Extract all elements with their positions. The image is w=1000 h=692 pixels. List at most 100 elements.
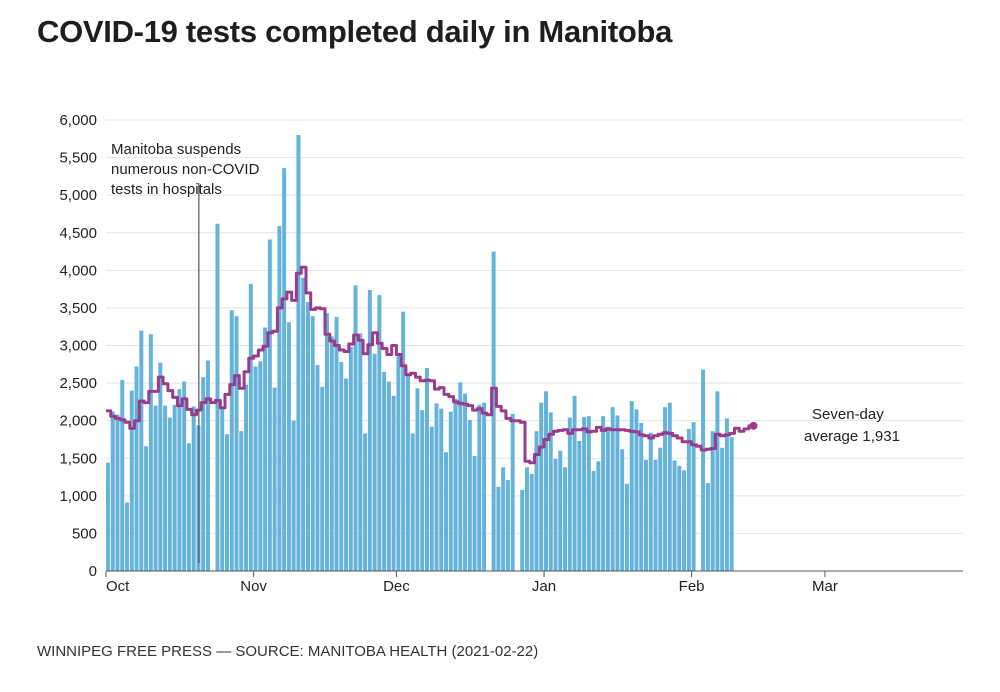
daily-tests-bar bbox=[586, 416, 591, 571]
daily-tests-bar bbox=[729, 437, 734, 571]
daily-tests-bar bbox=[134, 366, 139, 571]
daily-tests-bar bbox=[186, 443, 191, 571]
daily-tests-bar bbox=[653, 459, 658, 571]
y-tick-label: 5,500 bbox=[59, 150, 97, 167]
daily-tests-bar bbox=[505, 480, 510, 571]
daily-tests-bar bbox=[667, 402, 672, 571]
daily-tests-bar bbox=[253, 366, 258, 571]
daily-tests-bar bbox=[529, 474, 534, 571]
daily-tests-bar bbox=[448, 411, 453, 571]
daily-tests-bar bbox=[634, 409, 639, 571]
x-tick-label: Dec bbox=[383, 578, 410, 595]
daily-tests-bar bbox=[263, 327, 268, 571]
daily-tests-bar bbox=[220, 408, 225, 571]
daily-tests-bar bbox=[244, 384, 249, 571]
annotation-text: tests in hospitals bbox=[111, 181, 222, 198]
daily-tests-bar bbox=[677, 465, 682, 571]
daily-tests-bar bbox=[158, 362, 163, 571]
daily-tests-bar bbox=[567, 417, 572, 571]
daily-tests-bar bbox=[472, 455, 477, 571]
daily-tests-bar bbox=[248, 283, 253, 571]
daily-tests-bar bbox=[439, 408, 444, 571]
daily-tests-bar bbox=[125, 502, 130, 571]
daily-tests-bar bbox=[177, 389, 182, 571]
daily-tests-bar bbox=[239, 431, 244, 571]
annotation-text: Seven-day bbox=[812, 406, 884, 423]
daily-tests-bar bbox=[510, 413, 515, 571]
daily-tests-bar bbox=[344, 378, 349, 571]
daily-tests-bar bbox=[710, 431, 715, 571]
daily-tests-bar bbox=[234, 316, 239, 571]
daily-tests-bar bbox=[415, 388, 420, 571]
daily-tests-bar bbox=[291, 420, 296, 571]
daily-tests-bar bbox=[382, 371, 387, 571]
daily-tests-bar bbox=[534, 431, 539, 571]
daily-tests-bar bbox=[582, 416, 587, 571]
daily-tests-bar bbox=[615, 415, 620, 571]
y-tick-label: 2,000 bbox=[59, 413, 97, 430]
daily-tests-bar bbox=[563, 467, 568, 571]
x-axis: Oct Nov Dec Jan Feb Mar bbox=[105, 570, 963, 595]
y-tick-label: 3,500 bbox=[59, 300, 97, 317]
daily-tests-bar bbox=[215, 223, 220, 572]
daily-tests-bar bbox=[329, 336, 334, 571]
y-tick-label: 1,500 bbox=[59, 450, 97, 467]
y-axis-labels: 0 500 1,000 1,500 2,000 2,500 3,000 3,500 4,000 4… bbox=[59, 112, 97, 580]
daily-tests-bar bbox=[334, 316, 339, 571]
daily-tests-bar bbox=[672, 460, 677, 571]
daily-tests-bar bbox=[229, 310, 234, 571]
y-tick-label: 6,000 bbox=[59, 112, 97, 129]
daily-tests-bar bbox=[258, 361, 263, 571]
daily-tests-bar bbox=[391, 395, 396, 571]
daily-tests-bar bbox=[120, 380, 125, 571]
annotations: Manitoba suspends numerous non-COVID tests… bbox=[111, 141, 900, 563]
daily-tests-bar bbox=[225, 434, 229, 571]
y-tick-label: 5,000 bbox=[59, 187, 97, 204]
daily-tests-bar bbox=[624, 483, 629, 571]
daily-tests-bar bbox=[605, 426, 610, 571]
daily-tests-bar bbox=[520, 489, 525, 571]
daily-tests-bar bbox=[353, 285, 358, 571]
daily-tests-bar bbox=[310, 316, 315, 571]
daily-tests-bar bbox=[572, 395, 577, 571]
daily-tests-bar bbox=[277, 225, 282, 572]
daily-tests-bar bbox=[182, 381, 187, 571]
x-tick-label: Feb bbox=[679, 578, 705, 595]
y-tick-label: 3,000 bbox=[59, 338, 97, 355]
x-tick-label: Mar bbox=[812, 578, 838, 595]
daily-tests-bar bbox=[367, 289, 372, 571]
daily-tests-bar bbox=[301, 277, 306, 571]
daily-tests-bar bbox=[401, 311, 406, 571]
annotation-text: numerous non-COVID bbox=[111, 161, 260, 178]
daily-tests-bar bbox=[463, 393, 468, 571]
x-tick-label: Nov bbox=[240, 578, 267, 595]
daily-tests-bar bbox=[153, 405, 158, 571]
daily-tests-bar bbox=[496, 486, 501, 571]
x-tick-label: Jan bbox=[532, 578, 556, 595]
daily-tests-bar bbox=[658, 447, 663, 571]
daily-tests-bar bbox=[410, 433, 415, 571]
daily-tests-bar bbox=[320, 386, 325, 571]
source-footer: WINNIPEG FREE PRESS — SOURCE: MANITOBA H… bbox=[37, 643, 539, 660]
daily-tests-bar bbox=[396, 356, 401, 571]
daily-tests-bar bbox=[444, 452, 448, 571]
annotation-text: average 1,931 bbox=[804, 428, 900, 445]
y-tick-label: 1,000 bbox=[59, 488, 97, 505]
daily-tests-bar bbox=[524, 467, 529, 571]
daily-tests-bar bbox=[405, 373, 410, 571]
daily-tests-bar bbox=[601, 416, 606, 571]
daily-tests-bar bbox=[558, 450, 563, 571]
daily-tests-bar bbox=[686, 428, 691, 571]
daily-tests-bar bbox=[682, 470, 687, 571]
daily-tests-bar bbox=[691, 422, 696, 571]
daily-tests-bar bbox=[110, 411, 115, 571]
y-tick-label: 0 bbox=[89, 563, 97, 580]
daily-tests-bar bbox=[648, 432, 653, 571]
daily-tests-bar bbox=[610, 407, 615, 571]
daily-tests-bar bbox=[139, 330, 144, 571]
y-tick-label: 4,000 bbox=[59, 262, 97, 279]
daily-tests-bar bbox=[458, 382, 463, 571]
daily-tests-bar bbox=[267, 239, 272, 571]
daily-tests-bar bbox=[305, 301, 310, 571]
